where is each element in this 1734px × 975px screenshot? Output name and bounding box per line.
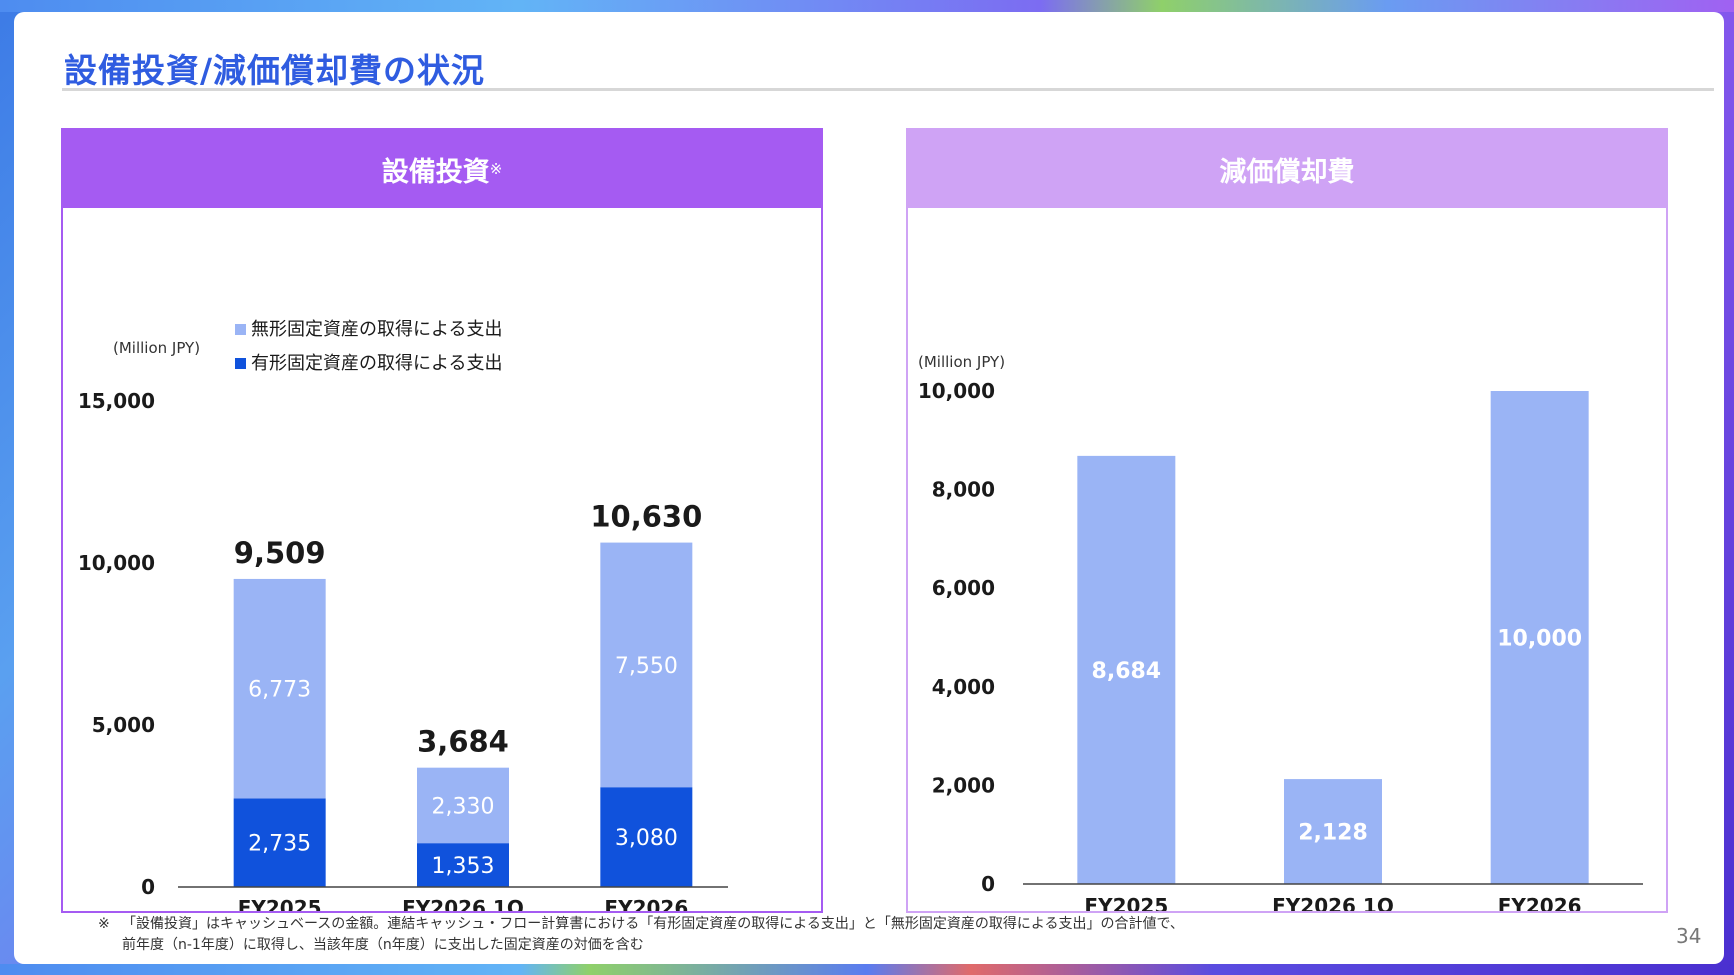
capex-bar-segment bbox=[600, 787, 693, 887]
capex-bar-segment bbox=[233, 798, 326, 887]
capex-legend-label-1: 有形固定資産の取得による支出 bbox=[251, 353, 502, 374]
capex-ytick-label: 10,000 bbox=[78, 551, 155, 575]
depreciation-bar bbox=[1284, 779, 1382, 884]
capex-panel: 設備投資 ※ (Million JPY) 無形固定資産の取得による支出 有形固定資産の… bbox=[61, 128, 823, 913]
capex-ytick-label: 5,000 bbox=[92, 713, 155, 737]
capex-category-label: FY2026 1Q bbox=[402, 896, 524, 911]
capex-bar-value-label: 6,773 bbox=[248, 678, 311, 703]
capex-chart: (Million JPY) 無形固定資産の取得による支出有形固定資産の取得による支… bbox=[78, 319, 728, 911]
capex-bar-segment bbox=[600, 542, 693, 788]
capex-legend-swatch-0 bbox=[235, 324, 246, 335]
depreciation-ytick-label: 0 bbox=[981, 872, 995, 896]
depreciation-bar-value-label: 2,128 bbox=[1298, 821, 1368, 846]
capex-ytick-label: 15,000 bbox=[78, 389, 155, 413]
capex-category-label: FY2026(Forecast) bbox=[589, 896, 704, 911]
capex-legend-swatch-1 bbox=[235, 358, 246, 369]
title-divider bbox=[62, 88, 1714, 91]
capex-category-label: FY2025 bbox=[238, 896, 322, 911]
capex-bar-value-label: 3,080 bbox=[615, 826, 678, 851]
depreciation-bar-value-label: 8,684 bbox=[1092, 659, 1162, 684]
depreciation-unit-label: (Million JPY) bbox=[918, 353, 1005, 371]
capex-legend-label-0: 無形固定資産の取得による支出 bbox=[251, 319, 502, 340]
capex-bar-segment bbox=[417, 767, 509, 844]
capex-bar-value-label: 2,330 bbox=[432, 794, 495, 819]
depreciation-category-label: FY2025 bbox=[1084, 894, 1168, 911]
capex-bar-value-label: 7,550 bbox=[615, 654, 678, 679]
page-number: 34 bbox=[1676, 924, 1702, 948]
frame-decoration-top bbox=[0, 0, 1734, 12]
capex-bar-segment bbox=[233, 578, 326, 799]
capex-total-label: 10,630 bbox=[590, 500, 702, 534]
footnote: ※ 「設備投資」はキャッシュベースの金額。連結キャッシュ・フロー計算書における「有… bbox=[98, 914, 1184, 956]
capex-total-label: 9,509 bbox=[234, 536, 326, 570]
capex-ytick-label: 0 bbox=[141, 875, 155, 899]
depreciation-chart: (Million JPY) 0 2,000 4,000 6,000 8,000 10,000… bbox=[918, 353, 1643, 911]
capex-bar-value-label: 2,735 bbox=[248, 832, 311, 857]
footnote-mark: ※ bbox=[98, 916, 110, 932]
capex-bar-segment bbox=[417, 843, 509, 887]
depreciation-chart-title: 減価償却費 bbox=[1219, 156, 1355, 188]
depreciation-category-label: FY2026(Forecast) bbox=[1482, 894, 1597, 911]
capex-unit-label: (Million JPY) bbox=[113, 339, 200, 357]
depreciation-bar bbox=[1490, 391, 1589, 884]
capex-total-label: 3,684 bbox=[417, 725, 509, 759]
page-title: 設備投資/減価償却費の状況 bbox=[64, 51, 486, 90]
footnote-text-1: 「設備投資」はキャッシュベースの金額。連結キャッシュ・フロー計算書における「有形… bbox=[122, 916, 1184, 932]
capex-panel-header: 設備投資 ※ bbox=[63, 130, 821, 208]
capex-bar-value-label: 1,353 bbox=[432, 854, 495, 879]
depreciation-panel: 減価償却費 (Million JPY) 0 2,000 4,000 6,000 8,000… bbox=[906, 128, 1668, 913]
depreciation-category-label: FY2026 1Q bbox=[1272, 894, 1394, 911]
capex-title-note-mark: ※ bbox=[489, 160, 503, 178]
depreciation-ytick-label: 8,000 bbox=[932, 478, 995, 502]
depreciation-panel-header: 減価償却費 bbox=[908, 130, 1666, 208]
frame-decoration-bottom bbox=[0, 964, 1734, 975]
depreciation-ytick-label: 2,000 bbox=[932, 773, 995, 797]
depreciation-bar-value-label: 10,000 bbox=[1497, 627, 1582, 652]
slide: 設備投資/減価償却費の状況 設備投資 ※ (Million JPY) 無形固定資産の… bbox=[14, 12, 1724, 964]
footnote-line-1: ※ 「設備投資」はキャッシュベースの金額。連結キャッシュ・フロー計算書における「有… bbox=[98, 914, 1184, 935]
depreciation-ytick-label: 6,000 bbox=[932, 576, 995, 600]
depreciation-ytick-label: 4,000 bbox=[932, 675, 995, 699]
footnote-text-2: 前年度（n-1年度）に取得し、当該年度（n年度）に支出した固定資産の対価を含む bbox=[122, 937, 644, 953]
depreciation-bar bbox=[1077, 455, 1176, 884]
depreciation-ytick-label: 10,000 bbox=[918, 379, 995, 403]
footnote-line-2: 前年度（n-1年度）に取得し、当該年度（n年度）に支出した固定資産の対価を含む bbox=[98, 935, 1184, 956]
capex-chart-title: 設備投資 bbox=[381, 156, 490, 188]
